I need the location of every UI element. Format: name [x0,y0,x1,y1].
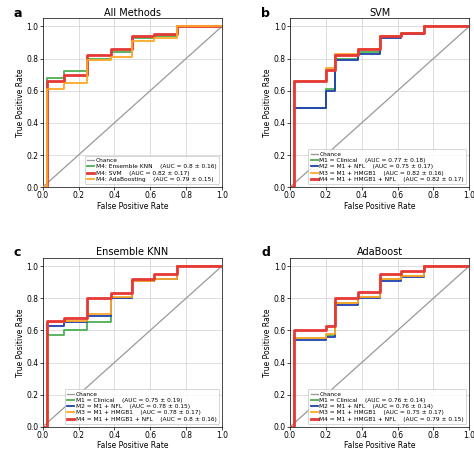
Title: Ensemble KNN: Ensemble KNN [96,247,168,257]
X-axis label: False Positive Rate: False Positive Rate [97,202,168,211]
Legend: Chance, M1 = Clinical    (AUC = 0.76 ± 0.14), M2 = M1 + NFL    (AUC = 0.76 ± 0.1: Chance, M1 = Clinical (AUC = 0.76 ± 0.14… [308,389,466,424]
Title: All Methods: All Methods [104,8,161,17]
Text: c: c [14,246,21,259]
Text: a: a [14,6,22,20]
Text: b: b [261,6,270,20]
Legend: Chance, M1 = Clinical    (AUC = 0.75 ± 0.19), M2 = M1 + NFL    (AUC = 0.78 ± 0.1: Chance, M1 = Clinical (AUC = 0.75 ± 0.19… [64,389,219,424]
Y-axis label: True Positive Rate: True Positive Rate [16,68,25,137]
Y-axis label: True Positive Rate: True Positive Rate [264,68,273,137]
X-axis label: False Positive Rate: False Positive Rate [344,442,415,450]
Text: d: d [261,246,270,259]
Y-axis label: True Positive Rate: True Positive Rate [16,308,25,377]
Legend: Chance, M1 = Clinical    (AUC = 0.77 ± 0.18), M2 = M1 + NFL    (AUC = 0.75 ± 0.1: Chance, M1 = Clinical (AUC = 0.77 ± 0.18… [308,150,466,184]
Title: SVM: SVM [369,8,390,17]
Legend: Chance, M4: Ensemble KNN    (AUC = 0.8 ± 0.16), M4: SVM    (AUC = 0.82 ± 0.17), : Chance, M4: Ensemble KNN (AUC = 0.8 ± 0.… [85,156,219,184]
Y-axis label: True Positive Rate: True Positive Rate [264,308,273,377]
Title: AdaBoost: AdaBoost [356,247,403,257]
X-axis label: False Positive Rate: False Positive Rate [344,202,415,211]
X-axis label: False Positive Rate: False Positive Rate [97,442,168,450]
